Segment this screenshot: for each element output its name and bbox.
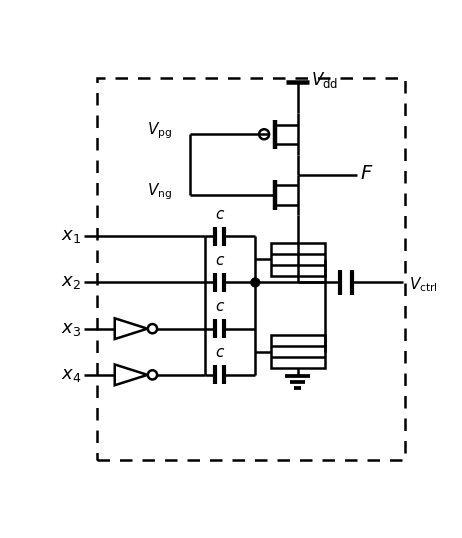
Circle shape bbox=[148, 324, 157, 333]
Text: $V_{\rm pg}$: $V_{\rm pg}$ bbox=[147, 121, 172, 141]
Bar bbox=[271, 335, 324, 368]
Text: $c$: $c$ bbox=[214, 254, 225, 268]
Text: $x_4$: $x_4$ bbox=[61, 366, 81, 384]
Text: $V_{\rm dd}$: $V_{\rm dd}$ bbox=[311, 70, 338, 90]
Text: $F$: $F$ bbox=[360, 165, 373, 183]
Text: $x_1$: $x_1$ bbox=[61, 227, 81, 245]
Circle shape bbox=[148, 370, 157, 379]
Text: $c$: $c$ bbox=[214, 346, 225, 360]
Bar bbox=[97, 79, 406, 459]
Bar bbox=[271, 243, 324, 276]
Text: $V_{\rm ng}$: $V_{\rm ng}$ bbox=[147, 181, 172, 202]
Text: $x_2$: $x_2$ bbox=[61, 273, 81, 292]
Text: $V_{\rm ctrl}$: $V_{\rm ctrl}$ bbox=[409, 275, 438, 294]
Circle shape bbox=[251, 279, 259, 286]
Text: $c$: $c$ bbox=[214, 300, 225, 314]
Text: $x_3$: $x_3$ bbox=[61, 320, 81, 338]
Text: $c$: $c$ bbox=[214, 208, 225, 222]
Circle shape bbox=[259, 129, 269, 139]
